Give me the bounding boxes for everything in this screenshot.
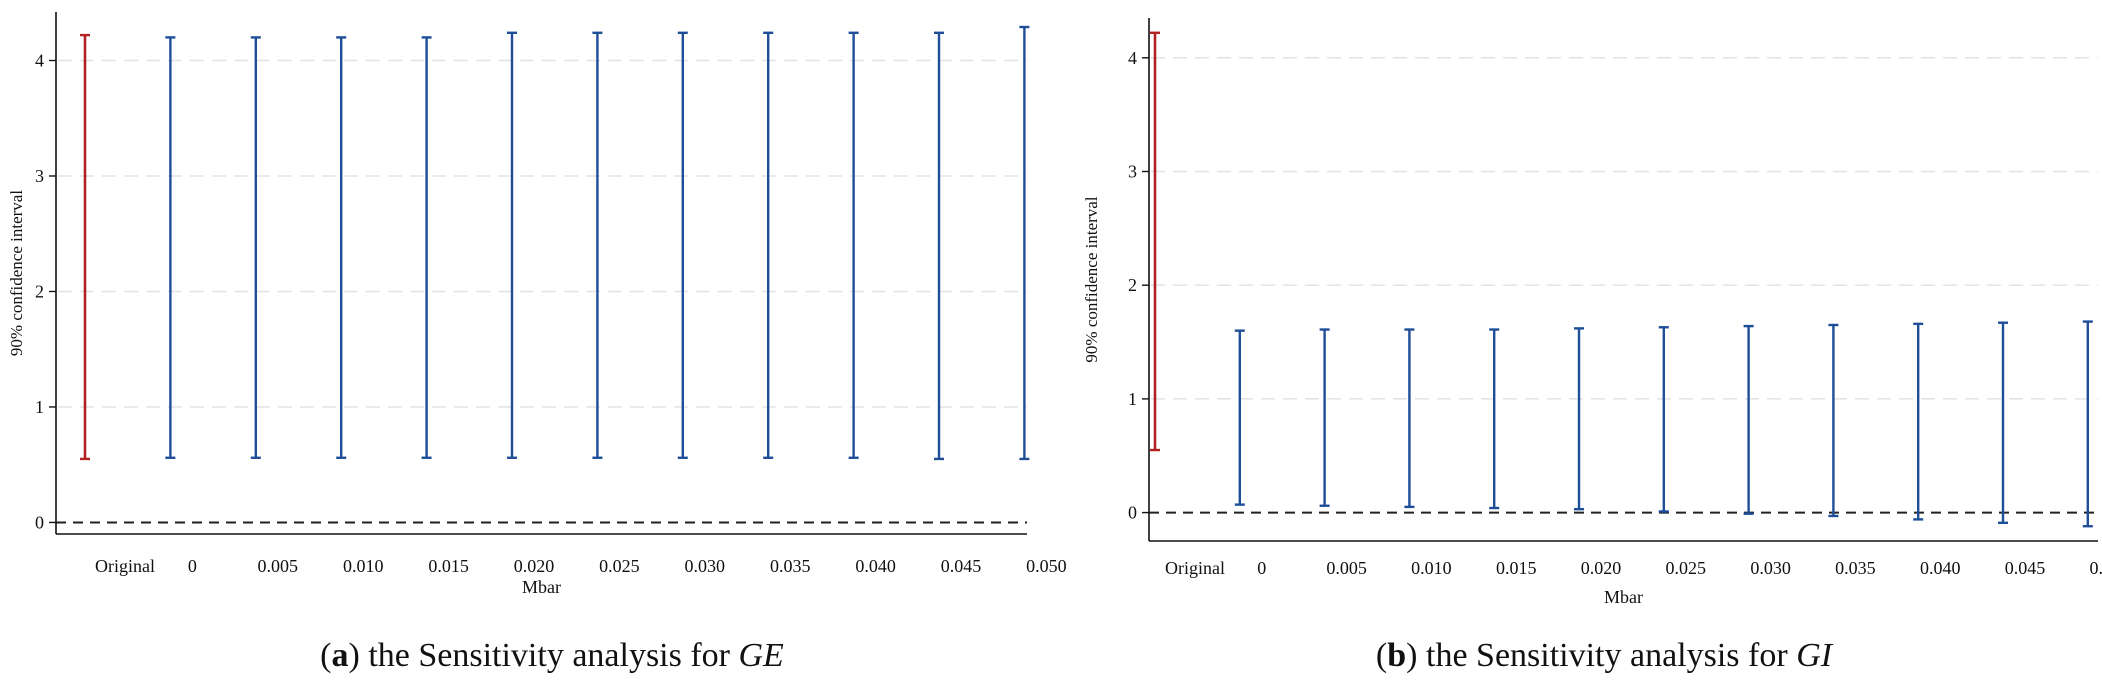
caption-open-paren: ( [1376,637,1387,674]
x-tick-label: 0.005 [1326,558,1367,578]
caption-close-paren: ) [348,637,359,674]
x-tick-label: 0.045 [941,556,982,576]
caption-variable: GI [1796,637,1834,674]
x-tick-label: 0.020 [1581,558,1622,578]
panel-caption: (a) the Sensitivity analysis for GE [320,637,784,674]
panel-caption: (b) the Sensitivity analysis for GI [1376,637,1834,674]
x-tick-label: 0.050 [1026,556,1067,576]
x-axis-label: Mbar [522,577,561,597]
y-axis-label: 90% confidence interval [7,190,26,356]
x-tick-label: 0.015 [428,556,469,576]
y-tick-label: 3 [35,166,44,186]
y-tick-label: 2 [1128,275,1137,295]
x-tick-label: 0.045 [2005,558,2046,578]
x-tick-label: 0.020 [514,556,555,576]
x-tick-label: 0.040 [1920,558,1961,578]
y-tick-label: 3 [1128,161,1137,181]
x-tick-label: 0 [188,556,197,576]
x-tick-label: Original [95,556,155,576]
x-tick-label: 0.010 [343,556,384,576]
y-tick-label: 2 [35,281,44,301]
y-tick-label: 4 [35,51,44,71]
y-tick-label: 4 [1128,48,1137,68]
caption-letter: b [1387,637,1406,674]
caption-variable: GE [739,637,785,674]
x-tick-label: 0.025 [1666,558,1707,578]
x-tick-label: 0.005 [258,556,299,576]
x-tick-label: 0.015 [1496,558,1537,578]
x-tick-label: 0.030 [685,556,726,576]
x-tick-label: 0.010 [1411,558,1452,578]
y-tick-label: 1 [35,397,44,417]
caption-letter: a [331,637,348,674]
y-tick-label: 0 [35,512,44,532]
panel-a: 0 1 2 3 4 Original 0 0.005 0.010 0.015 0.020 0.025 0… [7,12,1067,674]
x-tick-label: 0.030 [1750,558,1791,578]
caption-close-paren: ) [1406,637,1417,674]
caption-text: the Sensitivity analysis for [1418,637,1797,674]
caption-text: the Sensitivity analysis for [360,637,739,674]
y-tick-label: 0 [1128,503,1137,523]
y-tick-label: 1 [1128,389,1137,409]
x-tick-label: 0.025 [599,556,640,576]
x-axis-label: Mbar [1604,587,1643,607]
x-tick-label: 0.035 [770,556,811,576]
x-tick-label: 0.040 [855,556,896,576]
x-tick-label: 0.050 [2090,558,2102,578]
x-tick-label: Original [1165,558,1225,578]
caption-open-paren: ( [320,637,331,674]
x-tick-label: 0 [1257,558,1266,578]
x-tick-label: 0.035 [1835,558,1876,578]
y-axis-label: 90% confidence interval [1082,196,1101,362]
panel-b: 0 1 2 3 4 Original 0 0.005 0.010 0.015 0.020 0.025 0… [1082,18,2102,674]
